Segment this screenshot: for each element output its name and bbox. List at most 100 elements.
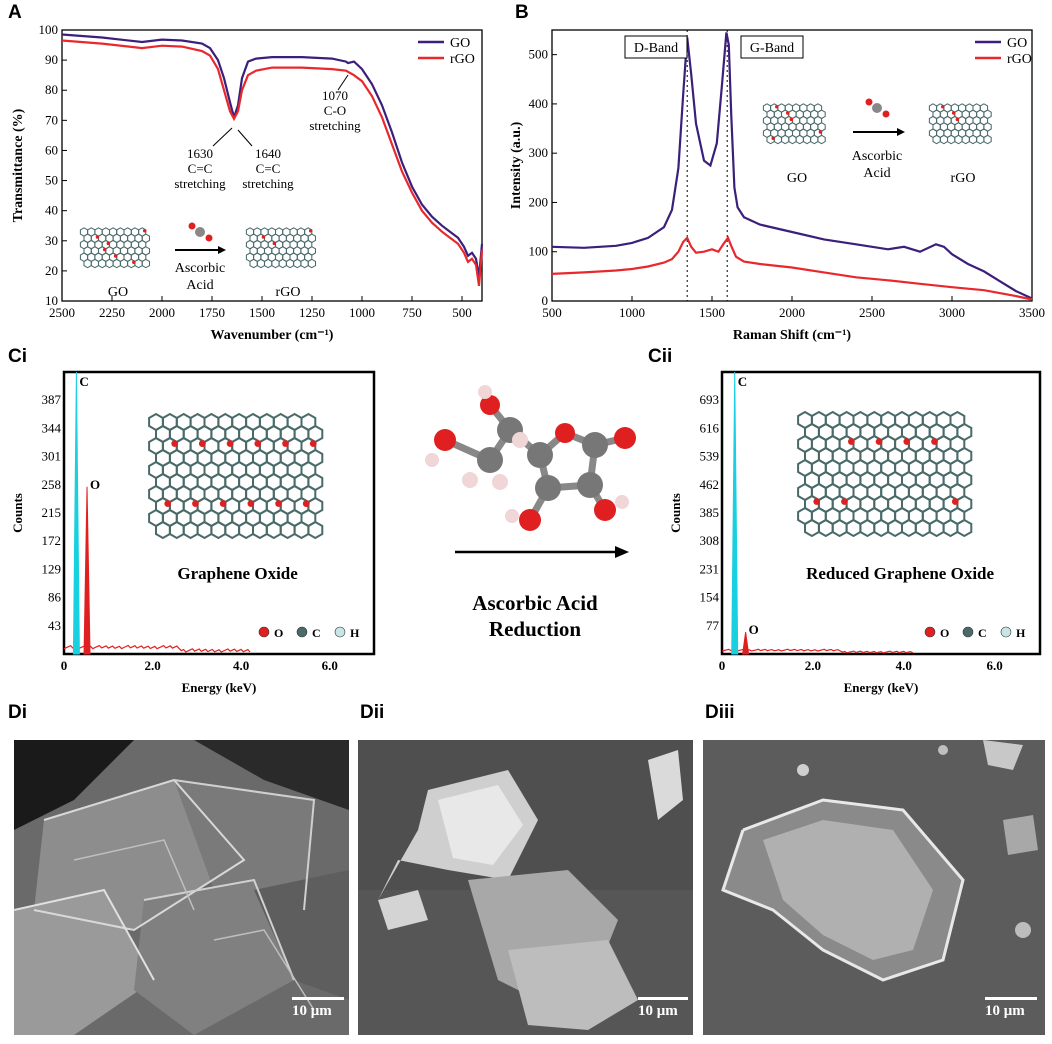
y-tick-label: 693	[700, 392, 720, 407]
rgo-scheme-hexagon	[968, 134, 978, 145]
scheme-reagent-line1: Ascorbic	[852, 149, 903, 164]
panel-label-a: A	[8, 2, 22, 23]
annotation-1630: C=C	[188, 161, 213, 176]
y-tick-label: 616	[700, 420, 720, 435]
scale-label: 10 μm	[638, 1003, 678, 1019]
annotation-leader-1640	[237, 129, 253, 147]
y-tick-label: 258	[42, 477, 62, 492]
y-tick-label: 385	[700, 505, 720, 520]
scheme-arrowhead	[218, 246, 226, 254]
rgo-scheme-hexagon	[263, 258, 273, 269]
scheme-molecule-atom	[205, 234, 213, 242]
y-tick-label: 40	[45, 203, 58, 218]
y-tick-label: 60	[45, 142, 58, 157]
rgo-scheme-hexagon	[939, 134, 949, 145]
y-tick-label: 215	[42, 505, 62, 520]
rgo-scheme-hexagon	[300, 258, 309, 269]
rgo-scheme-hexagon	[249, 258, 258, 269]
x-tick-label: 0	[61, 658, 68, 673]
panel-label-cii: Cii	[648, 346, 673, 367]
rgo-scheme-hexagon	[285, 258, 295, 269]
structure-label: Graphene Oxide	[177, 564, 298, 583]
scheme-molecule-atom	[882, 110, 890, 118]
ftir-chart: 2500 2250 2000 1750 1500 1250 1000 750 500 10 20 30…	[11, 22, 484, 343]
rgo-structure-oxygen-atom	[841, 498, 848, 505]
go-structure-oxygen-atom	[247, 500, 255, 507]
band-box-g	[740, 35, 804, 59]
go-scheme-hexagon	[780, 134, 790, 145]
eds-background	[721, 648, 914, 654]
legend-label-go: GO	[1007, 36, 1027, 51]
eds-background	[63, 644, 251, 653]
peak-label-c: C	[79, 374, 88, 389]
rgo-scheme-hexagon	[932, 134, 941, 145]
y-tick-label: 231	[700, 561, 720, 576]
go-scheme-hexagon	[105, 258, 114, 269]
plot-frame	[61, 29, 483, 302]
eds-rgo-chart: 77 154 231 308 385 462 539 616 693 0 2.0 4.0 6.0 Ener…	[668, 370, 1042, 695]
go-scheme-hexagon	[802, 134, 812, 145]
legend-label-h: H	[1016, 626, 1026, 640]
rgo-structure-oxygen-atom	[813, 498, 821, 505]
ascorbic-acid-molecule	[425, 385, 636, 531]
legend-label-go: GO	[450, 36, 470, 51]
rgo-scheme-oxygen-atom	[941, 104, 945, 109]
x-tick-label: 1000	[349, 305, 375, 320]
annotation-1630: 1630	[187, 146, 213, 161]
scheme-reagent-line2: Acid	[863, 166, 890, 181]
x-tick-label: 1500	[249, 305, 275, 320]
y-tick-label: 30	[45, 233, 58, 248]
go-scheme-graphene-sheet	[762, 103, 826, 145]
scale-bar	[638, 997, 688, 1000]
go-scheme-hexagon	[773, 134, 783, 145]
go-scheme-hexagon	[83, 258, 92, 269]
legend-atom-o	[924, 626, 936, 638]
scheme-label-rgo: rGO	[951, 171, 976, 186]
annotation-1070: 1070	[322, 88, 348, 103]
sem-image-rgo-1: 10 μm	[358, 740, 693, 1035]
peak-label-c: C	[738, 374, 747, 389]
x-tick-label: 2000	[779, 305, 805, 320]
y-tick-label: 301	[42, 449, 62, 464]
go-structure-graphene-sheet	[148, 412, 324, 540]
scheme-molecule-atom	[872, 103, 882, 113]
legend-label-c: C	[978, 626, 987, 640]
go-scheme-hexagon	[97, 258, 107, 269]
legend-atom-h	[334, 626, 346, 638]
go-scheme-hexagon	[119, 258, 129, 269]
rgo-scheme-graphene-sheet	[928, 103, 992, 145]
y-tick-label: 100	[529, 244, 549, 259]
y-tick-label: 43	[48, 618, 61, 633]
go-scheme-hexagon	[141, 258, 151, 269]
y-tick-label: 300	[529, 145, 549, 160]
y-tick-label: 70	[45, 112, 58, 127]
rgo-scheme-hexagon	[271, 258, 280, 269]
y-tick-label: 172	[42, 533, 62, 548]
legend-atom-c	[296, 626, 308, 638]
rgo-scheme-oxygen-atom	[261, 235, 266, 239]
peak-label-o: O	[749, 622, 759, 637]
y-tick-label: 77	[706, 618, 720, 633]
rgo-scheme-hexagon	[983, 134, 992, 145]
x-axis-label: Energy (keV)	[844, 680, 919, 695]
y-tick-label: 0	[542, 293, 549, 308]
annotation-1070: C-O	[324, 103, 346, 118]
legend-label-o: O	[940, 626, 949, 640]
go-scheme-oxygen-atom	[106, 241, 111, 246]
scheme-molecule-atom	[195, 227, 205, 237]
go-scheme-oxygen-atom	[102, 247, 107, 252]
panel-label-di: Di	[8, 702, 27, 723]
panel-label-diii: Diii	[705, 702, 735, 723]
legend-label-rgo: rGO	[450, 52, 475, 67]
rgo-structure-oxygen-atom	[931, 438, 938, 445]
annotation-1640: 1640	[255, 146, 281, 161]
y-tick-label: 344	[42, 420, 62, 435]
legend-label-rgo: rGO	[1007, 52, 1032, 67]
scheme-reagent-line1: Ascorbic	[175, 261, 226, 276]
y-tick-label: 86	[48, 590, 62, 605]
y-tick-label: 10	[45, 293, 58, 308]
go-scheme-hexagon	[795, 134, 804, 145]
go-scheme-oxygen-atom	[95, 235, 100, 239]
go-scheme-hexagon	[788, 134, 797, 145]
rgo-structure-oxygen-atom	[875, 438, 883, 445]
